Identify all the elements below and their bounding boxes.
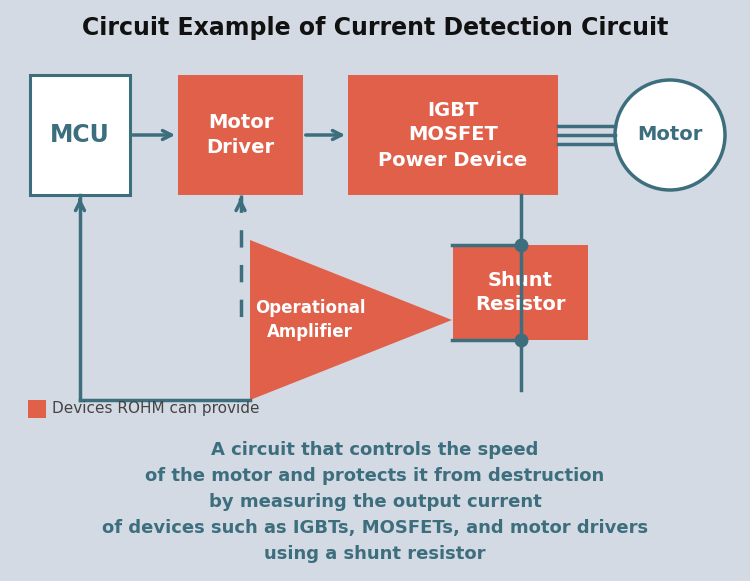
Text: Operational
Amplifier: Operational Amplifier <box>255 299 365 341</box>
Polygon shape <box>250 240 452 400</box>
Bar <box>178 75 303 195</box>
Bar <box>28 400 46 418</box>
Circle shape <box>615 80 725 190</box>
Text: IGBT
MOSFET
Power Device: IGBT MOSFET Power Device <box>378 101 528 170</box>
Text: of the motor and protects it from destruction: of the motor and protects it from destru… <box>146 467 604 485</box>
Text: MCU: MCU <box>50 123 110 147</box>
Bar <box>453 245 588 340</box>
Text: Devices ROHM can provide: Devices ROHM can provide <box>52 401 260 417</box>
Text: Circuit Example of Current Detection Circuit: Circuit Example of Current Detection Cir… <box>82 16 668 40</box>
Text: Shunt
Resistor: Shunt Resistor <box>476 271 566 314</box>
Text: of devices such as IGBTs, MOSFETs, and motor drivers: of devices such as IGBTs, MOSFETs, and m… <box>102 519 648 537</box>
Text: Motor: Motor <box>638 125 703 145</box>
Text: Motor
Driver: Motor Driver <box>206 113 274 157</box>
Text: using a shunt resistor: using a shunt resistor <box>264 545 486 563</box>
Bar <box>30 75 130 195</box>
Text: by measuring the output current: by measuring the output current <box>209 493 542 511</box>
Bar <box>348 75 558 195</box>
Text: A circuit that controls the speed: A circuit that controls the speed <box>211 441 538 459</box>
